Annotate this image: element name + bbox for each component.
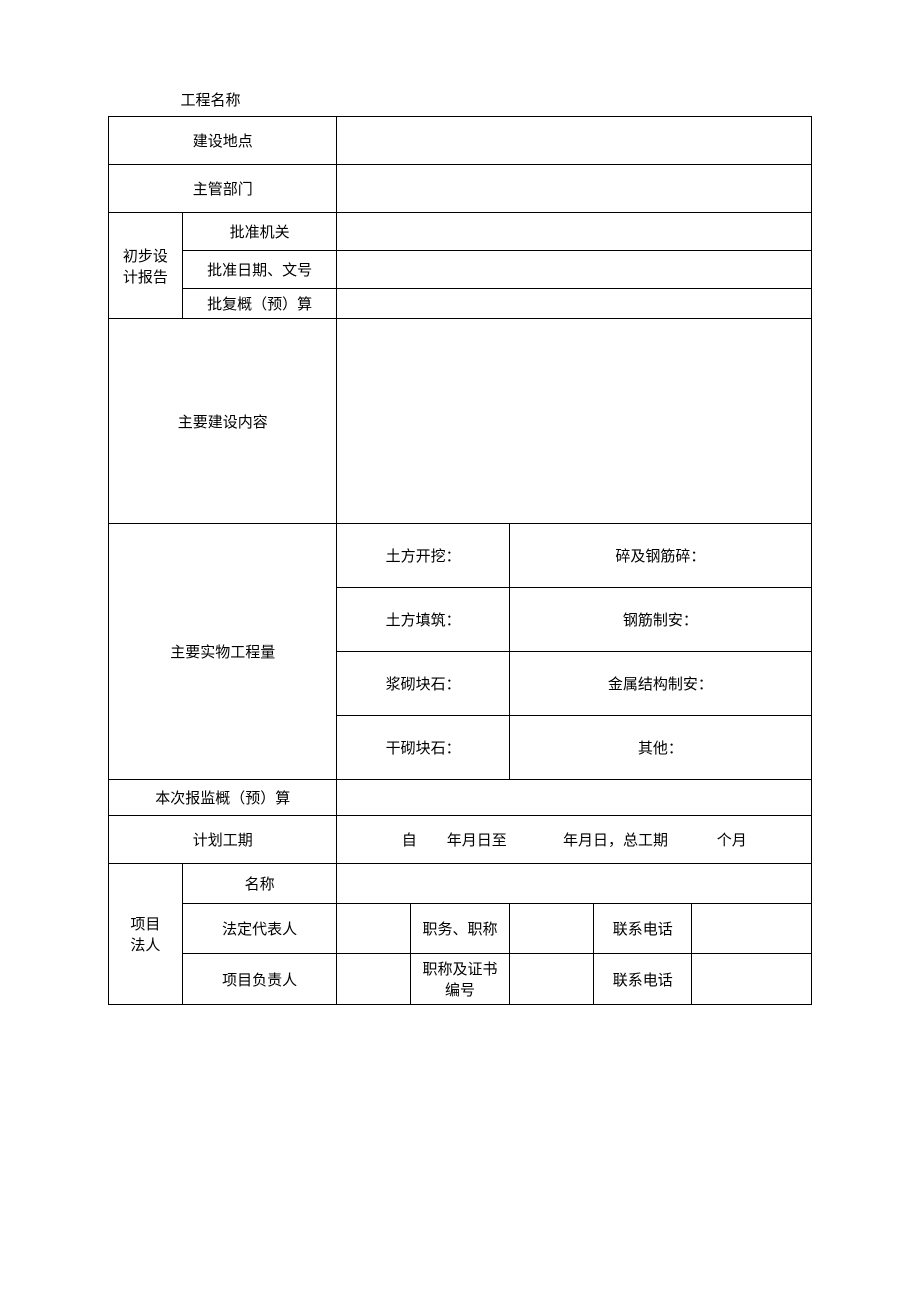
crushed-rebar-label: 碎及钢筋碎： [509, 524, 811, 588]
approved-budget-row: 批复概（预）算 [109, 289, 812, 319]
construction-location-value [337, 117, 812, 165]
project-name-value [337, 85, 812, 117]
reported-budget-row: 本次报监概（预）算 [109, 780, 812, 816]
reported-budget-label: 本次报监概（预）算 [109, 780, 337, 816]
metal-structure-label: 金属结构制安： [509, 652, 811, 716]
approval-date-value [337, 251, 812, 289]
legal-rep-value [337, 904, 411, 954]
mortar-rubble-label: 浆砌块石： [337, 652, 509, 716]
main-content-value [337, 319, 812, 524]
project-name-label: 工程名称 [109, 85, 337, 117]
position-title-value [509, 904, 593, 954]
contact-phone-value-1 [692, 904, 812, 954]
qty-row-1: 主要实物工程量 土方开挖： 碎及钢筋碎： [109, 524, 812, 588]
project-leader-label: 项目负责人 [182, 954, 337, 1005]
physical-quantities-label: 主要实物工程量 [109, 524, 337, 780]
preliminary-design-report-label: 初步设 计报告 [109, 213, 183, 319]
supervisory-dept-value [337, 165, 812, 213]
approval-authority-row: 初步设 计报告 批准机关 [109, 213, 812, 251]
main-content-row: 主要建设内容 [109, 319, 812, 524]
legal-rep-row: 法定代表人 职务、职称 联系电话 [109, 904, 812, 954]
construction-location-label: 建设地点 [109, 117, 337, 165]
entity-name-value [337, 864, 812, 904]
main-content-label: 主要建设内容 [109, 319, 337, 524]
project-form-table: 工程名称 建设地点 主管部门 初步设 计报告 批准机关 批准日期、文号 批复概（… [108, 85, 812, 1005]
approved-budget-value [337, 289, 812, 319]
position-title-label: 职务、职称 [411, 904, 509, 954]
contact-phone-label-1: 联系电话 [594, 904, 692, 954]
approval-date-label: 批准日期、文号 [182, 251, 337, 289]
schedule-row: 计划工期 自 年月日至 年月日，总工期 个月 [109, 816, 812, 864]
project-leader-value [337, 954, 411, 1005]
reported-budget-value [337, 780, 812, 816]
rebar-fabrication-label: 钢筋制安： [509, 588, 811, 652]
project-legal-entity-label: 项目 法人 [109, 864, 183, 1005]
entity-name-row: 项目 法人 名称 [109, 864, 812, 904]
entity-name-label: 名称 [182, 864, 337, 904]
earth-filling-label: 土方填筑： [337, 588, 509, 652]
approval-date-row: 批准日期、文号 [109, 251, 812, 289]
contact-phone-value-2 [692, 954, 812, 1005]
schedule-value: 自 年月日至 年月日，总工期 个月 [337, 816, 812, 864]
contact-phone-label-2: 联系电话 [594, 954, 692, 1005]
earth-excavation-label: 土方开挖： [337, 524, 509, 588]
supervisory-dept-label: 主管部门 [109, 165, 337, 213]
approval-authority-label: 批准机关 [182, 213, 337, 251]
dry-rubble-label: 干砌块石： [337, 716, 509, 780]
approval-authority-value [337, 213, 812, 251]
title-cert-label: 职称及证书 编号 [411, 954, 509, 1005]
approved-budget-label: 批复概（预）算 [182, 289, 337, 319]
legal-rep-label: 法定代表人 [182, 904, 337, 954]
title-cert-value [509, 954, 593, 1005]
construction-location-row: 建设地点 [109, 117, 812, 165]
project-leader-row: 项目负责人 职称及证书 编号 联系电话 [109, 954, 812, 1005]
project-name-row: 工程名称 [109, 85, 812, 117]
supervisory-dept-row: 主管部门 [109, 165, 812, 213]
schedule-label: 计划工期 [109, 816, 337, 864]
other-label: 其他： [509, 716, 811, 780]
